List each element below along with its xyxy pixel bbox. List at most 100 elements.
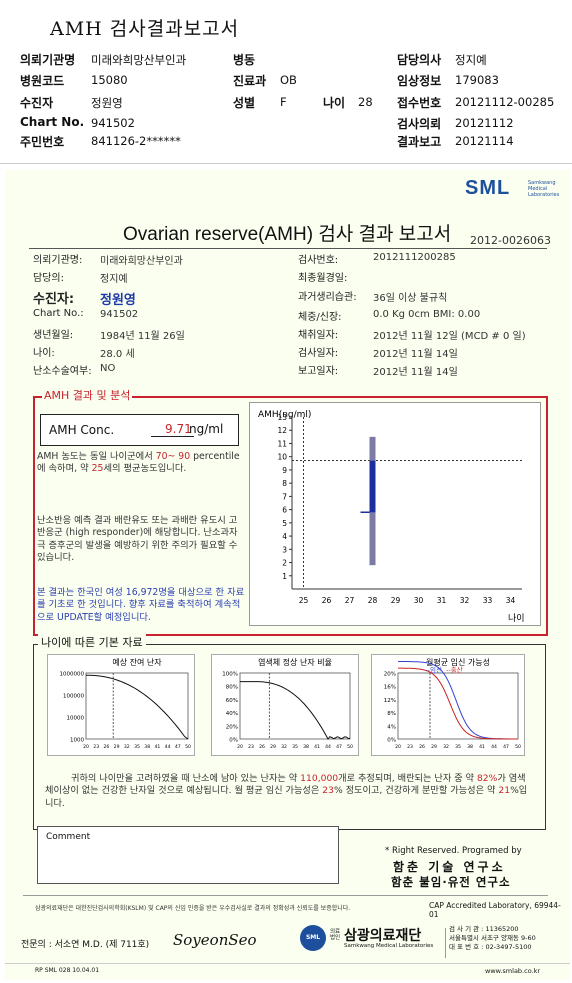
mini2-y-tick-label: 100%: [222, 672, 238, 678]
report-right-label-1: 최종월경일:: [298, 273, 348, 284]
mini2-y-tick-label: 20%: [226, 724, 238, 730]
header-left-label-1: 병원코드: [20, 74, 65, 88]
mini3-y-tick-label: 20%: [384, 672, 396, 678]
summary-a: 귀하의 나이만을 고려하였을 때 난소에 남아 있는 난자는 약: [71, 773, 301, 784]
report-left-label-3: Chart No.:: [33, 308, 84, 319]
mini1-x-tick-label: 41: [154, 744, 160, 750]
header-age-value: 28: [358, 95, 373, 109]
header-age-label: 나이: [323, 96, 346, 110]
header-right-value-4: 20121114: [455, 134, 514, 148]
mini1-plot: [85, 672, 189, 740]
mini2-curve: [240, 681, 350, 740]
header-right-value-3: 20121112: [455, 116, 514, 130]
mini1-x-tick-label: 23: [93, 744, 99, 750]
amh-conc-box: AMH Conc. 9.71 ng/ml: [40, 414, 239, 446]
mini3-x-tick-label: 50: [515, 744, 521, 750]
summary-d: % 정도이고, 건강하게 분만할 가능성은 약: [333, 785, 499, 797]
amh-iqr-bar: [369, 460, 376, 513]
report-right-label-3: 체중/신장:: [298, 312, 342, 323]
report-right-value-3: 0.0 Kg 0cm BMI: 0.00: [373, 309, 481, 320]
mini3-x-tick-label: 23: [407, 744, 413, 750]
header-left-value-3: 941502: [91, 116, 135, 130]
amh-x-tick-label: 31: [437, 596, 447, 605]
amh-conc-label: AMH Conc.: [49, 423, 115, 437]
mini3-birth-curve: [398, 667, 518, 740]
amh-percentile-range: 70~ 90: [155, 451, 191, 462]
mini1-curve: [86, 674, 189, 740]
amh-y-tick-label: 11: [277, 439, 287, 448]
summary-b: 개로 추정되며, 배란되는 난자 중 약: [338, 773, 477, 784]
amh-p1-c: 세의 평균농도입니다.: [103, 463, 187, 475]
amh-conc-unit: ng/ml: [189, 422, 224, 436]
mini2-x-tick-label: 29: [270, 744, 276, 750]
amh-conc-value: 9.71: [151, 422, 194, 437]
mini1-y-tick-label: 1000000: [60, 672, 85, 678]
mini1-x-tick-label: 35: [134, 744, 140, 750]
normal-egg-ratio-chart-box: 염색체 정상 난자 비율 100% 80% 60% 40% 20% 0% 20 23 26 29 32…: [211, 654, 359, 756]
header-mid-value-1: OB: [280, 73, 297, 87]
report-left-label-6: 난소수술여부:: [33, 366, 92, 377]
header-left-value-2: 정원영: [91, 96, 123, 110]
report-right-label-4: 채취일자:: [298, 330, 339, 341]
mini2-x-tick-label: 47: [336, 744, 342, 750]
amh-y-tick-label: 10: [277, 453, 287, 462]
title-rule: [29, 248, 547, 249]
mini2-x-tick-label: 44: [325, 744, 331, 750]
foundation-en: Samkwang Medical Laboratories: [344, 943, 434, 949]
mini1-y-tick-label: 1000: [70, 738, 84, 744]
amh-y-tick-label: 2: [282, 559, 287, 568]
amh-y-tick-label: 9: [282, 466, 287, 475]
report-right-value-5: 2012년 11월 14일: [373, 349, 458, 360]
report-left-label-2: 수진자:: [33, 292, 75, 307]
foundation-small: 의료법인: [330, 929, 341, 941]
amh-chart-ylabel: AMH(ng/ml): [258, 410, 311, 420]
mini3-x-tick-label: 35: [455, 744, 461, 750]
report-right-value-2: 36일 이상 불규칙: [373, 293, 448, 304]
mini1-x-tick-label: 47: [175, 744, 181, 750]
header-right-value-1: 179083: [455, 73, 499, 87]
header-band: AMH 검사결과보고서 의뢰기관명 미래와희망산부인과 병원코드 15080 수진자 정원…: [0, 0, 572, 160]
sml-logo: SML Samkwang Medical Laboratories: [465, 177, 559, 200]
mini1-x-tick-label: 29: [114, 744, 120, 750]
report-left-value-0: 미래와희망산부인과: [100, 256, 183, 267]
report-left-label-5: 나이:: [33, 348, 55, 359]
contact-block: 검 사 기 관 : 11365200 서울특별시 서초구 양재동 9-60 대 표 …: [449, 925, 536, 952]
amh-y-tick-label: 8: [282, 479, 287, 488]
mini2-y-tick-label: 0%: [229, 738, 238, 744]
amh-p1-a: AMH 농도는 동일 나이군에서: [37, 451, 156, 462]
age-summary-text: 귀하의 나이만을 고려하였을 때 난소에 남아 있는 난자는 약 110,000…: [45, 773, 531, 810]
mini3-y-tick-label: 8%: [387, 711, 396, 717]
mini2-x-tick-label: 20: [237, 744, 243, 750]
contact-line-0: 검 사 기 관 : 11365200: [449, 925, 519, 933]
amh-y-tick-label: 6: [282, 506, 287, 515]
amh-section-title: AMH 결과 및 분석: [42, 387, 133, 403]
report-left-value-3: 941502: [100, 309, 139, 320]
mini2-x-tick-label: 26: [259, 744, 265, 750]
cap-text: CAP Accredited Laboratory, 69944-01: [429, 901, 561, 919]
header-left-label-4: 주민번호: [20, 135, 65, 149]
mini2-plot: [239, 672, 351, 740]
amh-x-tick-label: 29: [391, 596, 401, 605]
mini2-y-tick-label: 80%: [226, 685, 238, 691]
report-right-label-5: 검사일자:: [298, 348, 339, 359]
summary-eggs: 110,000: [300, 773, 339, 784]
mini3-x-tick-label: 32: [443, 744, 449, 750]
separator: [0, 163, 572, 164]
rights-text: * Right Reserved. Programed by: [385, 846, 522, 856]
mini3-legend-birth: --출산: [446, 665, 463, 674]
report-left-label-0: 의뢰기관명:: [33, 255, 83, 266]
mini3-legend-pregnancy: --임신: [425, 665, 442, 674]
mini3-y-tick-label: 4%: [387, 724, 396, 730]
normal-egg-ratio-chart: 염색체 정상 난자 비율 100% 80% 60% 40% 20% 0%20 23 26 29 32…: [222, 657, 353, 750]
mini2-y-tick-label: 60%: [226, 698, 238, 704]
report-title: Ovarian reserve(AMH) 검사 결과 보고서: [123, 224, 452, 245]
mini1-x-tick-label: 44: [165, 744, 171, 750]
mini2-x-tick-label: 38: [303, 744, 309, 750]
amh-y-tick-label: 7: [282, 492, 287, 501]
sml-logo-sub3: Laboratories: [528, 192, 560, 198]
foundation-logo-icon: SML: [300, 925, 326, 951]
amh-chart-box: AMH(ng/ml) 나이 1 2 3 4 5 6 7 8 9 10 11 12 13 25 26 27 28 2…: [249, 402, 541, 626]
report-right-label-0: 검사번호:: [298, 255, 339, 266]
